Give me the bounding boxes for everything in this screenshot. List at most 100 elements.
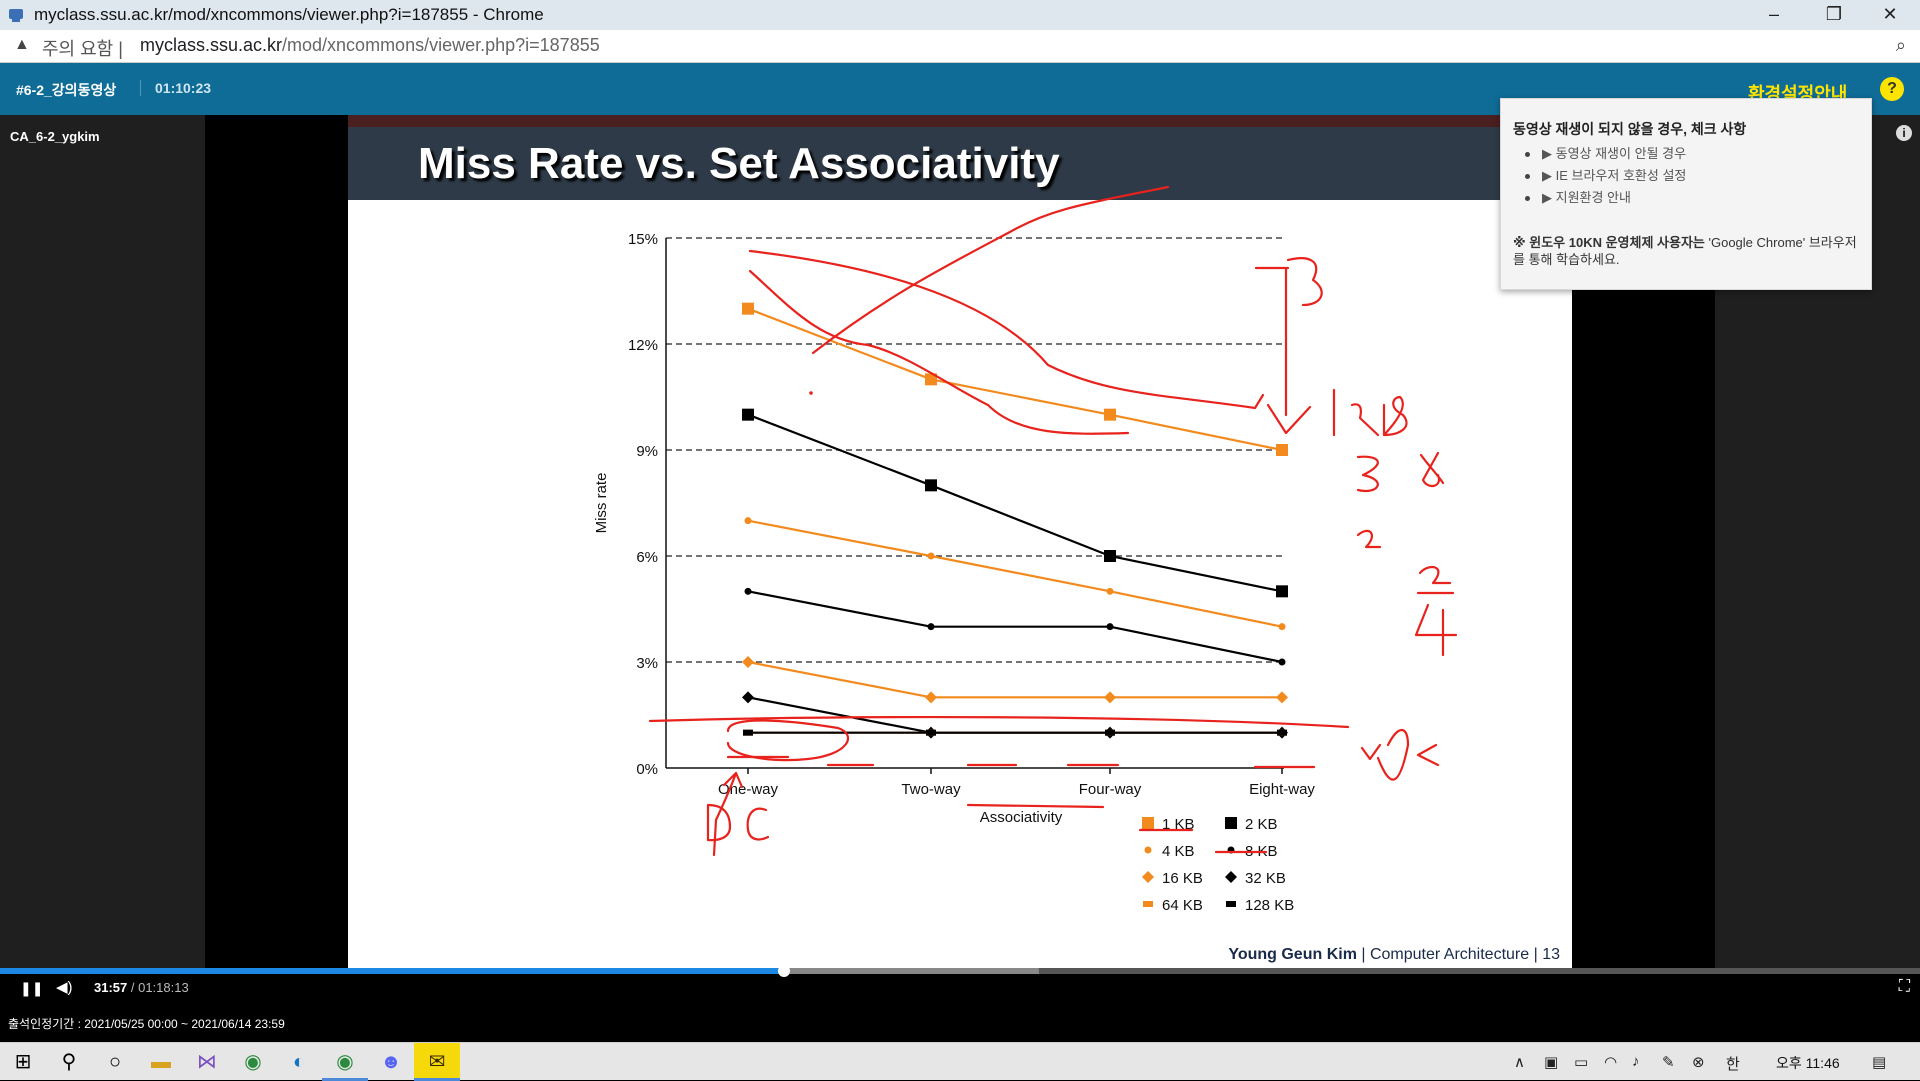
pen-icon[interactable]: ✎ — [1662, 1054, 1675, 1071]
y-tick-label: 3% — [636, 655, 658, 672]
legend-marker — [1225, 817, 1237, 829]
ink-stroke — [811, 185, 1170, 355]
data-point — [742, 302, 754, 315]
volume-icon[interactable]: ◀) — [56, 979, 73, 996]
miss-rate-chart: 0% 3% 6% 9% 12% 15% One-way Two-way Four-way Eigh… — [593, 185, 1458, 914]
edge-icon[interactable]: ◐ — [292, 1051, 306, 1073]
data-point — [742, 408, 754, 421]
ime-indicator[interactable]: 한 — [1726, 1056, 1740, 1073]
popup-item-ie-compat[interactable]: ▶ IE 브라우저 호환성 설정 — [1525, 165, 1686, 187]
legend-marker — [1143, 901, 1153, 907]
chart-gridlines — [666, 237, 1284, 663]
slide-title-bar — [348, 127, 1572, 200]
notifications-icon[interactable]: ▤ — [1872, 1054, 1887, 1071]
data-point — [1278, 623, 1286, 631]
window-title: myclass.ssu.ac.kr/mod/xncommons/viewer.p… — [34, 5, 544, 24]
ink-stroke — [712, 771, 744, 857]
popup-list: ▶ 동영상 재생이 안될 경우 ▶ IE 브라우저 호환성 설정 ▶ 지원환경 … — [1525, 143, 1686, 209]
fullscreen-icon[interactable]: ⛶ — [1898, 978, 1910, 995]
speaker-icon[interactable]: ♪ — [1632, 1053, 1640, 1070]
start-icon[interactable]: ⊞ — [14, 1051, 32, 1073]
browser-title-bar: myclass.ssu.ac.kr/mod/xncommons/viewer.p… — [0, 0, 1920, 30]
tray-expand-icon[interactable]: ∧ — [1514, 1054, 1525, 1071]
kakaotalk-icon[interactable]: ✉ — [414, 1043, 460, 1081]
data-point — [744, 517, 752, 525]
data-point — [743, 729, 753, 736]
info-icon[interactable]: i — [1896, 125, 1912, 141]
wifi-icon[interactable]: ◠ — [1604, 1054, 1618, 1071]
ink-stroke — [1254, 266, 1312, 435]
lecture-duration: 01:10:23 — [155, 80, 212, 96]
popup-title: 동영상 재생이 되지 않을 경우, 체크 사항 — [1513, 121, 1747, 137]
data-point — [1276, 585, 1288, 598]
cortana-icon[interactable]: ○ — [108, 1051, 122, 1073]
help-icon[interactable]: ? — [1880, 77, 1904, 101]
tray-device-icon[interactable]: ▣ — [1544, 1054, 1559, 1071]
series-line — [747, 660, 1282, 699]
slide-top-strip — [348, 115, 1572, 127]
x-tick-label: Two-way — [901, 781, 961, 798]
file-explorer-icon[interactable]: ▬ — [151, 1051, 171, 1073]
url-text[interactable]: myclass.ssu.ac.kr/mod/xncommons/viewer.p… — [140, 35, 600, 55]
legend-marker — [1225, 871, 1237, 883]
data-point — [926, 729, 936, 736]
security-warning[interactable]: 주의 요함 | — [42, 39, 123, 59]
y-tick-label: 6% — [636, 549, 658, 566]
ink-stroke — [1382, 395, 1408, 437]
data-point — [744, 587, 752, 595]
taskbar-clock[interactable]: 오후 11:46 — [1776, 1055, 1840, 1071]
y-tick-label: 0% — [636, 761, 658, 778]
lecture-slide: Miss Rate vs. Set Associativity 0% 3% 6% 9%… — [348, 115, 1572, 968]
battery-icon[interactable]: ▭ — [1574, 1054, 1589, 1071]
data-point — [925, 479, 937, 492]
ink-stroke — [1138, 765, 1316, 854]
zoom-icon[interactable]: ⌕ — [1895, 35, 1906, 55]
x-tick-label: Four-way — [1079, 781, 1142, 798]
close-icon[interactable]: ✕ — [1882, 4, 1898, 24]
popup-item-support-env[interactable]: ▶ 지원환경 안내 — [1525, 187, 1686, 209]
ink-stroke — [1419, 451, 1445, 488]
ink-stroke — [1356, 529, 1382, 549]
popup-note: ※ 윈도우 10KN 운영체제 사용자는 'Google Chrome' 브라우… — [1513, 235, 1857, 267]
search-icon[interactable]: ⚲ — [61, 1051, 77, 1073]
legend-label: 32 KB — [1245, 870, 1286, 887]
header-divider — [140, 80, 141, 96]
legend-marker — [1142, 817, 1154, 829]
legend-label: 4 KB — [1162, 843, 1195, 860]
ink-stroke — [706, 803, 770, 842]
chrome-icon[interactable]: ◉ — [244, 1051, 262, 1073]
slide-title: Miss Rate vs. Set Associativity — [418, 139, 1060, 188]
ink-stroke — [966, 803, 1105, 809]
progress-played — [0, 968, 785, 974]
warning-icon[interactable]: ▲ — [14, 36, 30, 53]
data-point — [1104, 550, 1116, 562]
data-point — [1276, 691, 1288, 704]
data-point — [1276, 444, 1288, 456]
ink-stroke — [726, 719, 849, 762]
series-line — [747, 307, 1283, 452]
legend-label: 128 KB — [1245, 897, 1294, 914]
ink-stroke — [648, 715, 1350, 729]
visual-studio-icon[interactable]: ⋈ — [197, 1051, 217, 1073]
restore-icon[interactable]: ❐ — [1825, 4, 1843, 24]
ink-stroke — [1356, 455, 1379, 493]
minimize-icon[interactable]: – — [1768, 4, 1779, 24]
ink-stroke — [1332, 388, 1380, 437]
ink-stroke — [748, 269, 1130, 435]
legend-marker — [1144, 846, 1152, 854]
pause-icon[interactable]: ❚❚ — [20, 980, 44, 996]
progress-handle[interactable] — [778, 965, 791, 977]
address-bar[interactable]: ▲ 주의 요함 | myclass.ssu.ac.kr/mod/xncommon… — [0, 30, 1920, 63]
data-point — [927, 623, 935, 631]
series-line — [747, 519, 1283, 628]
y-tick-label: 12% — [628, 337, 658, 354]
chrome-active-icon[interactable]: ◉ — [322, 1043, 368, 1081]
progress-track[interactable] — [0, 965, 1920, 977]
data-point — [925, 373, 937, 386]
playback-help-popup: 동영상 재생이 되지 않을 경우, 체크 사항 ▶ 동영상 재생이 안될 경우 … — [1500, 98, 1872, 290]
mute-icon[interactable]: ⊗ — [1692, 1054, 1705, 1071]
data-point — [1106, 587, 1114, 595]
discord-icon[interactable]: ☻ — [380, 1051, 402, 1073]
popup-item-playback[interactable]: ▶ 동영상 재생이 안될 경우 — [1525, 143, 1686, 165]
video-name: CA_6-2_ygkim — [10, 129, 100, 144]
